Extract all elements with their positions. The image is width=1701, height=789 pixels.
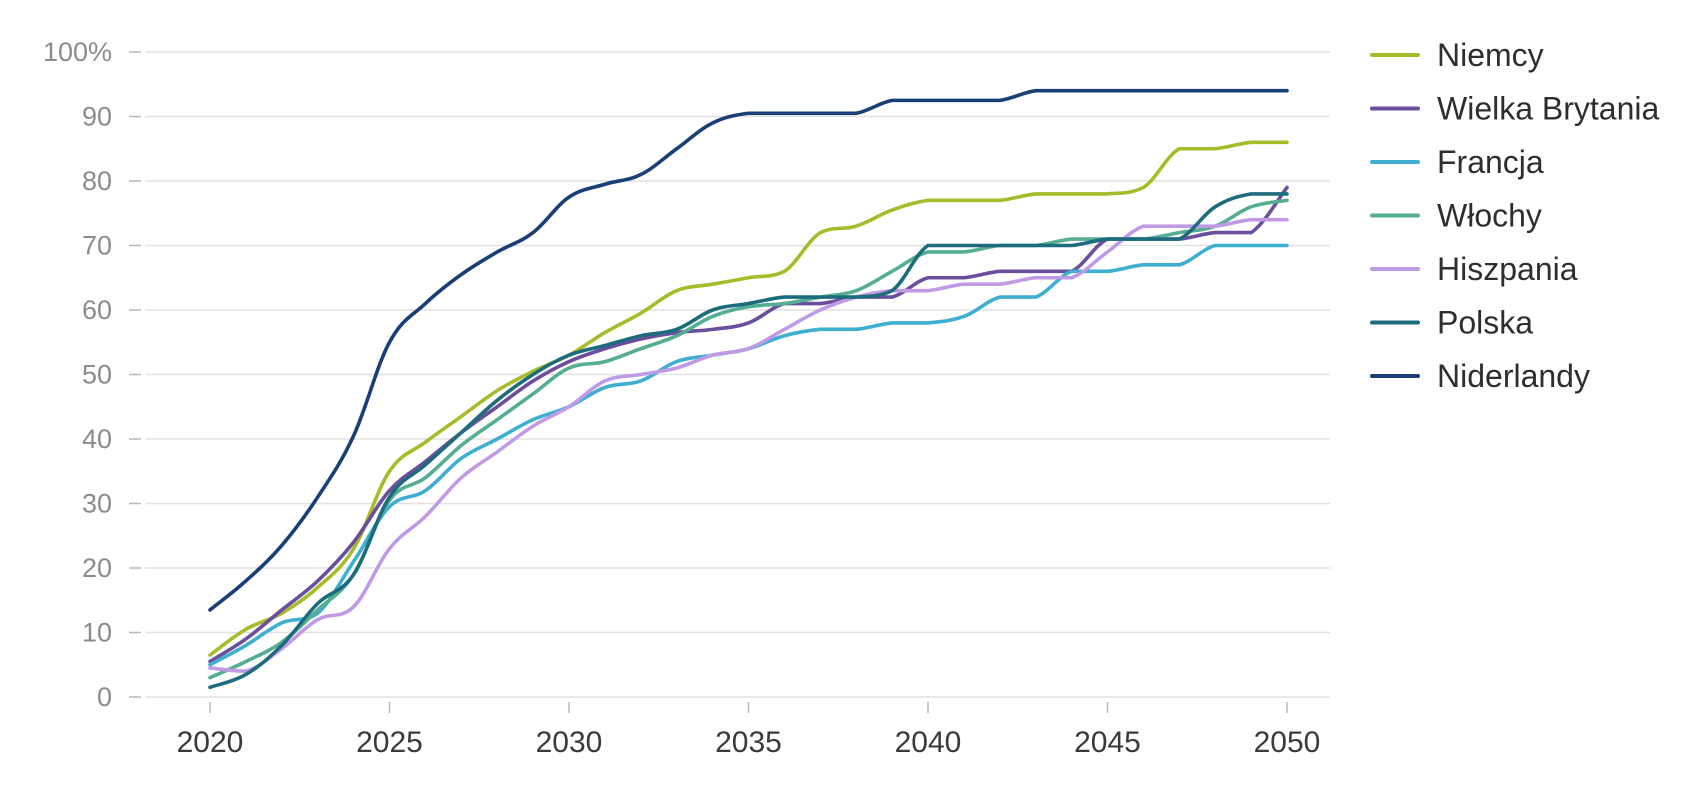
series-line-wielka-brytania: [208, 185, 1289, 664]
x-tick-label: 2045: [1074, 726, 1141, 759]
legend-label: Hiszpania: [1437, 251, 1578, 287]
legend-label: Polska: [1437, 305, 1533, 341]
y-tick-label: 0: [97, 682, 112, 712]
series-line-niderlandy: [208, 88, 1289, 612]
y-tick-label: 70: [82, 231, 112, 261]
legend-label: Francja: [1437, 144, 1544, 180]
series-line-hiszpania: [208, 217, 1289, 673]
x-tick-label: 2035: [715, 726, 782, 759]
x-tick-label: 2040: [895, 726, 962, 759]
series-lines: [208, 88, 1289, 690]
gridlines: [145, 51, 1330, 698]
legend-item-francja: Francja: [1370, 144, 1544, 180]
legend-item-włochy: Włochy: [1370, 198, 1542, 234]
x-tick-label: 2050: [1254, 726, 1321, 759]
x-tick-label: 2030: [536, 726, 603, 759]
x-tick-label: 2025: [356, 726, 423, 759]
legend-item-wielka-brytania: Wielka Brytania: [1370, 91, 1660, 127]
x-axis: 2020 2025 2030 2035 2040 2045 2050: [177, 702, 1321, 759]
series-line-polska: [208, 192, 1289, 690]
legend-item-niemcy: Niemcy: [1370, 37, 1544, 73]
y-tick-label: 40: [82, 424, 112, 454]
y-tick-label: 90: [82, 102, 112, 132]
legend: Niemcy Wielka Brytania Francja Włochy Hiszpa…: [1370, 37, 1660, 394]
y-axis: 0 10 20 30 40 50 60 70 80 90 100%: [43, 37, 141, 712]
legend-label: Wielka Brytania: [1437, 91, 1660, 127]
legend-label: Niemcy: [1437, 37, 1544, 73]
series-line-niemcy: [208, 140, 1289, 657]
legend-label: Niderlandy: [1437, 358, 1590, 394]
y-tick-label: 10: [82, 618, 112, 648]
y-tick-label: 80: [82, 166, 112, 196]
legend-item-niderlandy: Niderlandy: [1370, 358, 1590, 394]
legend-item-polska: Polska: [1370, 305, 1533, 341]
legend-label: Włochy: [1437, 198, 1542, 234]
y-tick-label: 50: [82, 360, 112, 390]
y-tick-label: 20: [82, 553, 112, 583]
legend-item-hiszpania: Hiszpania: [1370, 251, 1578, 287]
y-tick-label: 30: [82, 489, 112, 519]
x-tick-label: 2020: [177, 726, 244, 759]
y-tick-label: 100%: [43, 37, 112, 67]
y-tick-label: 60: [82, 295, 112, 325]
